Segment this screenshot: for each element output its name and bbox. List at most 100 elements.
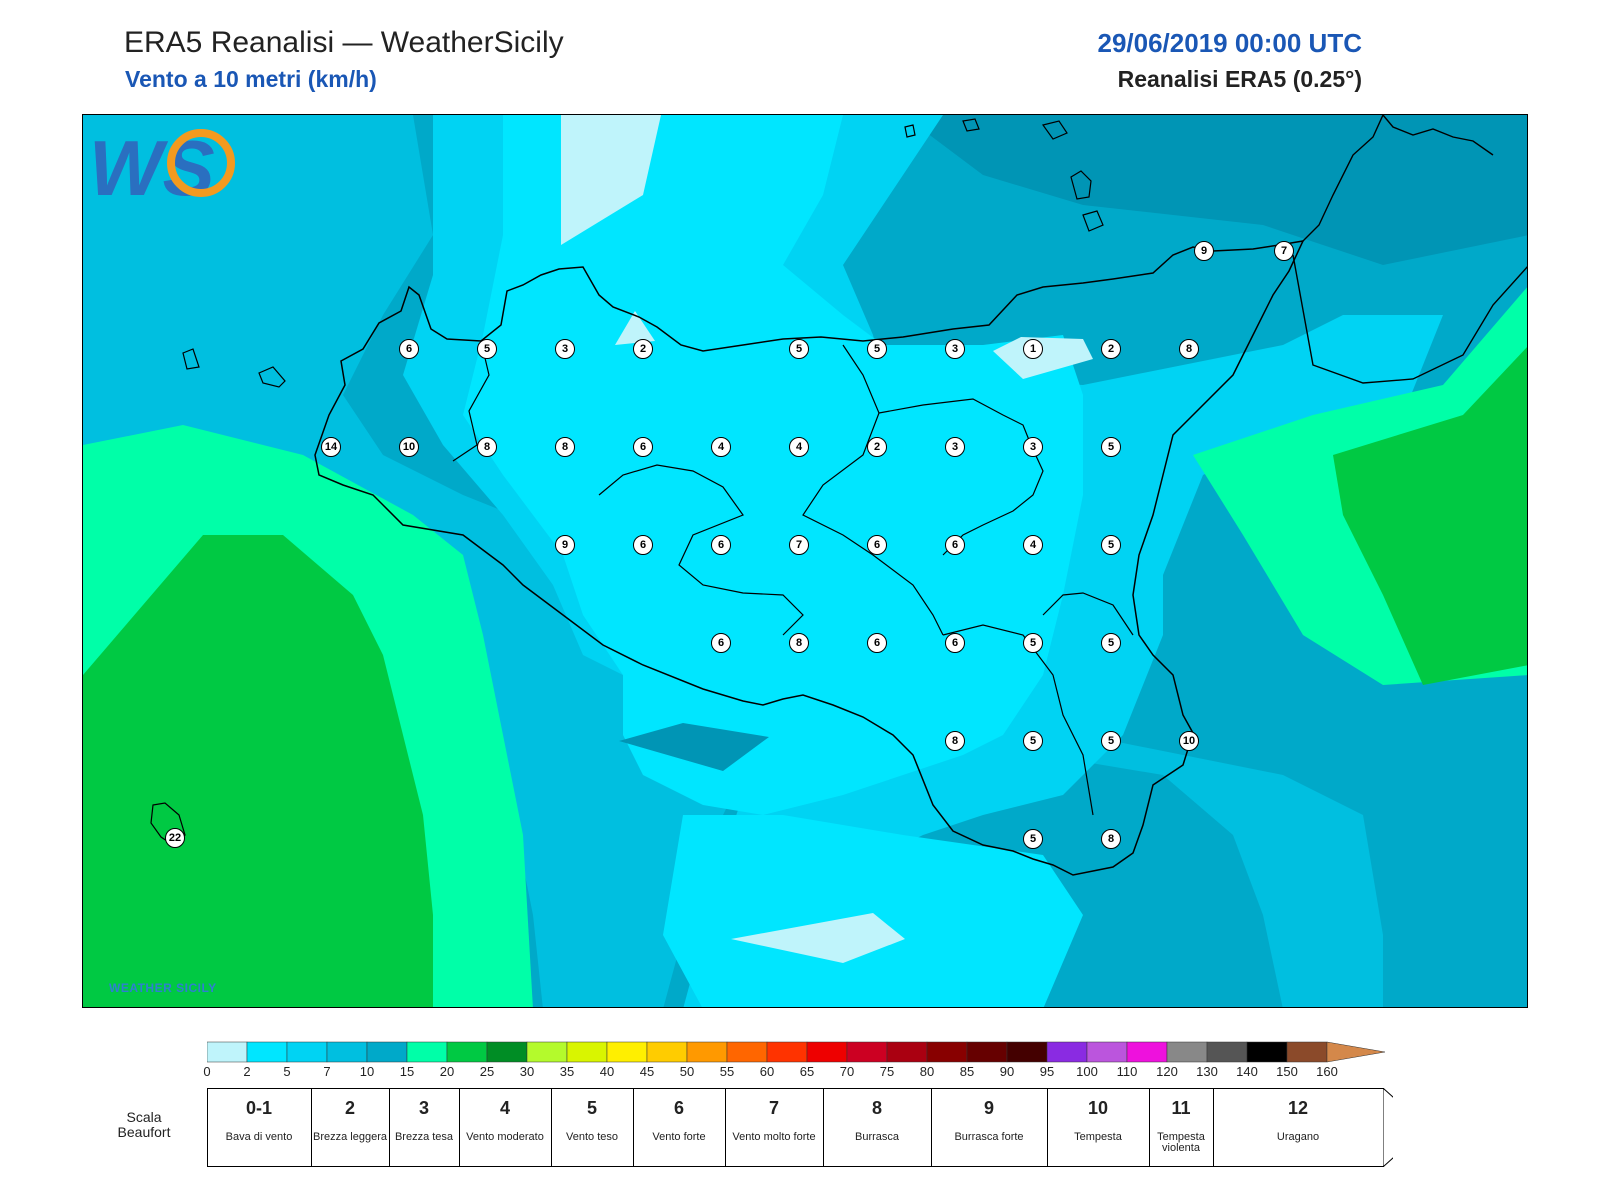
station-wind-value: 2 xyxy=(633,339,653,359)
wind-band-20-25-east xyxy=(1333,347,1527,685)
station-wind-value: 8 xyxy=(1179,339,1199,359)
beaufort-cell-box xyxy=(823,1088,932,1167)
colorscale-tick-label: 130 xyxy=(1196,1064,1218,1079)
calabria-coast xyxy=(1302,115,1384,242)
beaufort-level: 5 Vento teso xyxy=(551,1088,633,1166)
beaufort-cell-box xyxy=(459,1088,552,1167)
calm-patch-north xyxy=(561,115,661,245)
colorscale-segment xyxy=(966,1041,1008,1063)
colorscale-tick-label: 40 xyxy=(599,1064,615,1079)
colorscale-tick-label: 70 xyxy=(839,1064,855,1079)
colorscale-segment xyxy=(1246,1041,1288,1063)
station-wind-value: 3 xyxy=(945,437,965,457)
province-border-messina-catania xyxy=(878,398,1044,556)
logo-letters: WS xyxy=(89,124,215,212)
colorscale-tick-label: 55 xyxy=(719,1064,735,1079)
wind-map: 9 7 6 5 3 2 5 5 3 1 2 8 14 10 8 8 6 4 4 2 3 3 5 9 6 6 7 6 6 4 5 6 8 6 6 5 5 8… xyxy=(82,114,1528,1008)
station-wind-value: 10 xyxy=(399,437,419,457)
station-wind-value: 8 xyxy=(1101,829,1121,849)
calabria-coast-south xyxy=(1292,254,1527,384)
colorscale-tick-label: 110 xyxy=(1116,1064,1138,1079)
station-wind-value: 5 xyxy=(1023,633,1043,653)
beaufort-cell-box xyxy=(633,1088,726,1167)
wind-band-2-5-core xyxy=(463,115,1083,815)
station-wind-value: 8 xyxy=(789,633,809,653)
station-wind-value: 4 xyxy=(711,437,731,457)
colorscale-segment xyxy=(1086,1041,1128,1063)
colorscale-segment xyxy=(926,1041,968,1063)
beaufort-number: 3 xyxy=(418,1098,429,1118)
beaufort-description: Vento moderato xyxy=(466,1131,544,1143)
colorscale-segment xyxy=(1046,1041,1088,1063)
colorscale-tick-label: 120 xyxy=(1156,1064,1178,1079)
station-wind-value: 3 xyxy=(555,339,575,359)
beaufort-cell-box xyxy=(207,1088,312,1167)
beaufort-description: Tempesta xyxy=(1074,1131,1122,1143)
beaufort-cell-box xyxy=(1149,1088,1214,1167)
map-subtitle: Vento a 10 metri (km/h) xyxy=(125,66,377,92)
colorscale-segment xyxy=(207,1041,248,1063)
station-wind-value: 4 xyxy=(789,437,809,457)
colorscale-tick-label: 75 xyxy=(879,1064,895,1079)
beaufort-level: 9 Burrasca forte xyxy=(931,1088,1047,1166)
colorscale-tick-label: 5 xyxy=(283,1064,291,1079)
logo-text: WEATHER SICILY xyxy=(109,981,217,995)
calm-patch-south xyxy=(731,913,905,963)
colorscale-tick-label: 100 xyxy=(1076,1064,1098,1079)
colorscale-segment xyxy=(686,1041,728,1063)
station-wind-value: 14 xyxy=(321,437,341,457)
beaufort-arrow xyxy=(1383,1088,1393,1167)
station-wind-value: 5 xyxy=(1023,731,1043,751)
wind-patch-south-dark xyxy=(619,723,769,771)
station-wind-value: 6 xyxy=(711,535,731,555)
island-stromboli xyxy=(904,124,916,138)
beaufort-level: 6 Vento forte xyxy=(633,1088,725,1166)
colorscale-tick-label: 65 xyxy=(799,1064,815,1079)
station-wind-value: 22 xyxy=(165,828,185,848)
station-wind-value: 5 xyxy=(789,339,809,359)
beaufort-level: 2 Brezza leggera xyxy=(311,1088,389,1166)
sicily-coastline xyxy=(314,240,1305,876)
colorscale-tick-label: 20 xyxy=(439,1064,455,1079)
colorscale-segment xyxy=(806,1041,848,1063)
colorscale-tick-label: 7 xyxy=(323,1064,331,1079)
station-wind-value: 6 xyxy=(399,339,419,359)
wind-field xyxy=(83,115,1527,1007)
beaufort-number: 8 xyxy=(871,1098,882,1118)
colorscale-segment xyxy=(246,1041,288,1063)
beaufort-description: Vento teso xyxy=(566,1131,618,1143)
beaufort-cell-box xyxy=(551,1088,634,1167)
station-wind-value: 6 xyxy=(711,633,731,653)
colorscale-tick-label: 90 xyxy=(999,1064,1015,1079)
station-wind-value: 9 xyxy=(555,535,575,555)
beaufort-level: 3 Brezza tesa xyxy=(389,1088,459,1166)
colorscale-segment xyxy=(1286,1041,1328,1063)
station-wind-value: 6 xyxy=(945,535,965,555)
colorscale-segment xyxy=(446,1041,488,1063)
station-wind-value: 5 xyxy=(1101,633,1121,653)
colorscale-bar xyxy=(207,1041,1386,1063)
station-wind-value: 5 xyxy=(477,339,497,359)
calabria-coast-north xyxy=(1382,115,1494,156)
colorscale-segment xyxy=(366,1041,408,1063)
island-alicudi xyxy=(1041,120,1068,140)
beaufort-level: 11 Tempesta violenta xyxy=(1149,1088,1213,1166)
weathersicily-logo: WS xyxy=(89,124,235,212)
station-wind-value: 2 xyxy=(1101,339,1121,359)
colorscale-tick-label: 0 xyxy=(203,1064,211,1079)
colorscale-segment xyxy=(566,1041,608,1063)
station-wind-value: 5 xyxy=(1101,437,1121,457)
colorscale-tick-label: 50 xyxy=(679,1064,695,1079)
beaufort-number: 10 xyxy=(1087,1098,1109,1118)
station-wind-value: 8 xyxy=(945,731,965,751)
colorscale-segment xyxy=(886,1041,928,1063)
beaufort-number: 9 xyxy=(983,1098,994,1118)
beaufort-description: Vento molto forte xyxy=(732,1131,816,1143)
beaufort-number: 2 xyxy=(344,1098,355,1118)
colorscale-segment xyxy=(1006,1041,1048,1063)
beaufort-level: 8 Burrasca xyxy=(823,1088,931,1166)
station-wind-value: 8 xyxy=(555,437,575,457)
model-label: Reanalisi ERA5 (0.25°) xyxy=(1117,66,1362,92)
colorscale-segment xyxy=(486,1041,528,1063)
beaufort-scale-frame xyxy=(207,1088,1393,1167)
